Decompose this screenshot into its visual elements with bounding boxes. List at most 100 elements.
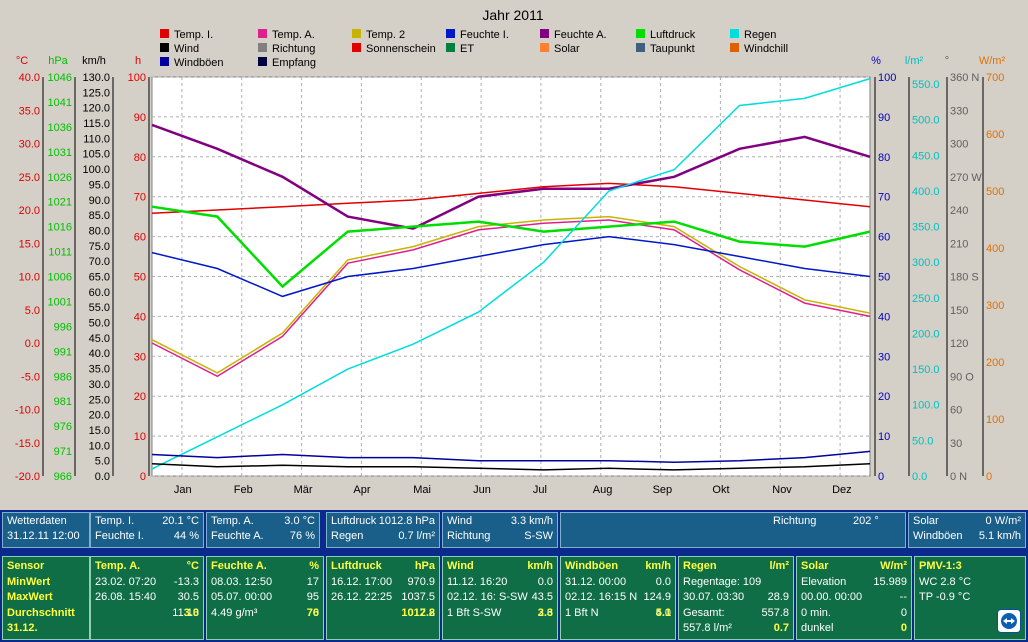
legend-swatch (160, 57, 169, 66)
y-tick-label: 1016 (48, 222, 72, 234)
y-tick-label: 100 (986, 414, 1004, 426)
temp_a-unit: °C (186, 560, 199, 572)
feuchte_a-row-label: 05.07. 00:00 (211, 591, 273, 603)
temp_a-row-value: 11.13 (172, 606, 199, 619)
temp_a-row-label: 26.08. 15:40 (95, 591, 157, 603)
y-tick-label: 70 (134, 192, 146, 204)
solar-row-label: 00.00. 00:00 (801, 591, 863, 603)
sensor-title: Sensor (7, 560, 45, 572)
x-tick-label: Jul (533, 484, 547, 496)
windboen-row-label: 31.12. 00:00 (565, 575, 627, 588)
temp-a-cell: Temp. A. 3.0 °C Feuchte A. 76 % (206, 512, 320, 548)
legend-swatch (352, 43, 361, 52)
regen-label: Regen (331, 530, 364, 542)
temp-i-label: Temp. I. (95, 515, 135, 527)
y-tick-label: 300 (986, 300, 1004, 312)
legend-swatch (636, 43, 645, 52)
wind-cell: Wind 3.3 km/h Richtung S-SW (442, 512, 558, 548)
x-tick-label: Apr (353, 484, 370, 496)
y-tick-label: 210 (950, 238, 968, 250)
y-tick-label: 10 (134, 431, 146, 443)
y-tick-label: 50 (878, 272, 890, 284)
legend-swatch (636, 29, 645, 38)
y-tick-label: 90.0 (89, 195, 110, 207)
legend-label: Temp. 2 (366, 29, 405, 41)
status-panel: Wetterdaten 31.12.11 12:00 Temp. I. 20.1 … (0, 510, 1028, 642)
y-tick-label: 50 (134, 272, 146, 284)
luftdruck-unit: hPa (414, 560, 435, 572)
solar-row-value: -- (899, 591, 907, 603)
solar-row-label: dunkel (801, 622, 834, 634)
regen-row-label: Regentage: 109 (683, 575, 762, 588)
temp_a-row-value: 3.0 (183, 606, 199, 619)
y-tick-label: 270 W (950, 172, 982, 184)
y-tick-label: 250.0 (912, 293, 940, 305)
y-tick-label: 105.0 (82, 149, 110, 161)
y-tick-label: 150.0 (912, 364, 940, 376)
y-tick-label: 55.0 (89, 302, 110, 314)
y-tick-label: 130.0 (82, 72, 110, 84)
feuchte_a-title: Feuchte A. (211, 560, 267, 572)
y-tick-label: 95.0 (89, 179, 110, 191)
sensor-row-max: MaxWert (7, 591, 53, 603)
y-tick-label: 65.0 (89, 272, 110, 284)
y-tick-label: 10 (878, 431, 890, 443)
x-tick-label: Okt (712, 484, 729, 496)
y-tick-label: 350.0 (912, 222, 940, 234)
wetterdaten-datetime: 31.12.11 12:00 (7, 530, 80, 542)
stats-feuchte-a: Feuchte A.% 08.03. 12:50 17 05.07. 00:00 95 7… (206, 556, 324, 640)
legend-label: Richtung (272, 43, 315, 55)
series-line-feuchte-i- (151, 235, 871, 298)
feuchte_a-row-label: 08.03. 12:50 (211, 575, 273, 588)
y-tick-label: 330 (950, 105, 968, 117)
y-tick-label: 1011 (48, 247, 72, 259)
sensor-row-min: MinWert (7, 575, 51, 588)
y-tick-label: 500.0 (912, 115, 940, 127)
y-tick-label: 150 (950, 305, 968, 317)
y-tick-label: 1026 (48, 172, 72, 184)
y-tick-label: 0 (878, 471, 884, 483)
y-tick-label: 125.0 (82, 87, 110, 99)
y-tick-label: 90 (878, 112, 890, 124)
y-tick-label: 30.0 (89, 379, 110, 391)
richtung-value: S-SW (524, 530, 553, 542)
y-tick-label: 20 (878, 391, 890, 403)
y-tick-label: 30 (950, 438, 962, 450)
stats-regen: Regen l/m² Regentage: 109 30.07. 03:30 28.9 G… (678, 556, 794, 640)
y-tick-label: 986 (54, 371, 72, 383)
regen-row-value: 557.8 (761, 606, 789, 619)
y-tick-label: 20.0 (19, 205, 40, 217)
legend-label: Empfang (272, 57, 316, 69)
richtung2-label: Richtung (773, 515, 817, 527)
series-line-temp-i- (151, 182, 871, 215)
windboen-row-value: 5.1 (655, 606, 671, 619)
solar-unit: W/m² (880, 560, 907, 572)
luftdruck-row-value: 1012.8 (401, 606, 435, 619)
feuchte_a-row-value: 95 (306, 591, 319, 603)
series-line-windb-en (151, 450, 871, 463)
teamviewer-icon[interactable] (997, 609, 1021, 633)
y-tick-label: -5.0 (21, 371, 40, 383)
y-tick-label: 100.0 (912, 400, 940, 412)
sensor-row-avg: Durchschnitt (7, 606, 75, 619)
legend-label: Windchill (744, 43, 788, 55)
y-tick-label: 20 (134, 391, 146, 403)
legend-label: Taupunkt (650, 43, 695, 55)
wind-value: 3.3 km/h (510, 515, 553, 527)
y-tick-label: 80 (134, 152, 146, 164)
series-line-luftdruck (151, 205, 871, 289)
legend-swatch (160, 29, 169, 38)
legend-label: Feuchte I. (460, 29, 509, 41)
y-tick-label: 0 (986, 471, 992, 483)
legend-label: Solar (554, 43, 580, 55)
legend-swatch (540, 29, 549, 38)
x-tick-label: Jan (174, 484, 192, 496)
y-tick-label: 25.0 (89, 394, 110, 406)
axis-header: h (135, 55, 141, 67)
legend-swatch (258, 29, 267, 38)
stats-windboen: Windböen km/h 31.12. 00:00 0.0 02.12. 16:15 … (560, 556, 676, 640)
axis-header: l/m² (905, 55, 924, 67)
richtung-label: Richtung (447, 530, 491, 542)
stats-pmv: PMV-1:3 WC 2.8 °C TP -0.9 °C (914, 556, 1026, 640)
y-tick-label: 10.0 (89, 440, 110, 452)
